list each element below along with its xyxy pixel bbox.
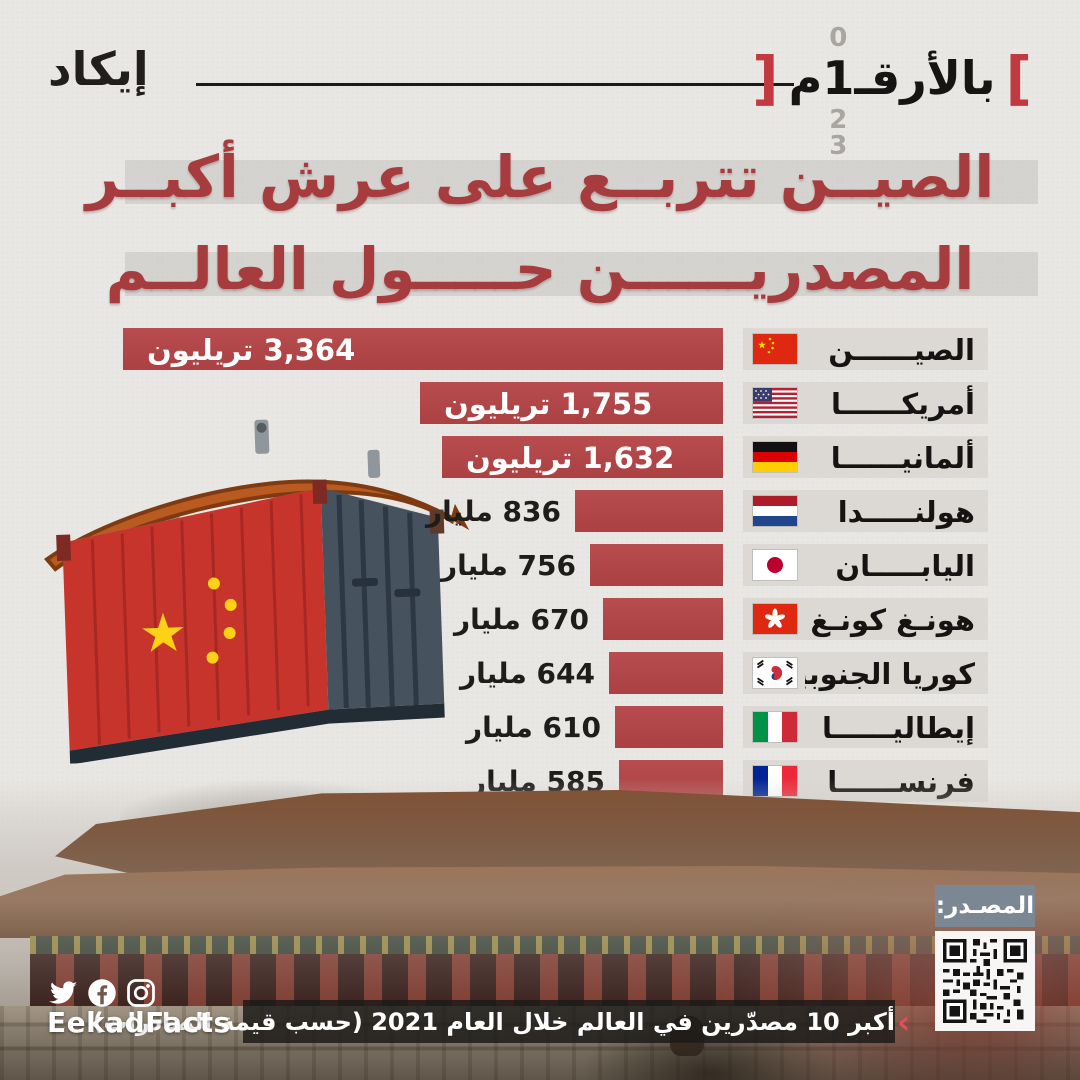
bar-usa: 1,755 تريليون xyxy=(420,382,723,424)
bracket-right: [ xyxy=(1005,44,1032,112)
country-label-box: هولنـــــدا xyxy=(743,490,988,532)
table-row-usa: 1,755 تريليون أمريكــــــا xyxy=(123,382,988,424)
bar-china: 3,364 تريليون xyxy=(123,328,723,370)
badge-word-end: م xyxy=(788,51,823,105)
bar-japan xyxy=(590,544,723,586)
qr-code xyxy=(935,931,1035,1031)
country-label-box: هونـغ كونـغ xyxy=(743,598,988,640)
eekad-logo: إيكاد xyxy=(48,42,150,96)
facebook-icon xyxy=(88,979,116,1007)
country-label-box: إيطاليــــــا xyxy=(743,706,988,748)
flag-south-korea-icon xyxy=(753,658,797,688)
country-name: كوريا الجنوبية xyxy=(805,657,975,691)
bar-germany: 1,632 تريليون xyxy=(442,436,723,478)
bialarqam-word: بالأرقـ1 0 2 3 م xyxy=(788,23,996,161)
china-flag-stars xyxy=(142,577,237,664)
value-label: 644 مليار xyxy=(459,657,595,690)
bialarqam-badge: ] بالأرقـ1 0 2 3 م [ xyxy=(752,23,1032,161)
country-label-box: أمريكــــــا xyxy=(743,382,988,424)
country-name: الصيــــــن xyxy=(828,333,975,367)
bracket-left: ] xyxy=(752,44,779,112)
header-divider-line xyxy=(196,83,794,86)
country-name: اليابـــــان xyxy=(835,549,975,583)
pagoda-spreader xyxy=(44,479,470,572)
social-icons xyxy=(48,978,156,1008)
source-label: المصـدر: xyxy=(935,885,1035,927)
page-title-line1: الصيــن تتربــع على عرش أكبــر xyxy=(85,143,995,211)
container-body xyxy=(56,479,445,765)
country-label-box: اليابـــــان xyxy=(743,544,988,586)
flag-netherlands-icon xyxy=(753,496,797,526)
country-name: إيطاليــــــا xyxy=(821,711,975,745)
value-label: 1,632 تريليون xyxy=(466,441,675,475)
title-highlight-band-1 xyxy=(125,160,1038,204)
flag-usa-icon xyxy=(753,388,797,418)
value-label: 836 مليار xyxy=(425,495,561,528)
country-name: هولنـــــدا xyxy=(837,495,975,529)
flag-japan-icon xyxy=(753,550,797,580)
table-row-netherlands: 836 مليار هولنـــــدا xyxy=(123,490,988,532)
china-container-illustration xyxy=(36,405,478,765)
badge-ghost-2: 2 xyxy=(829,105,848,135)
instagram-icon xyxy=(127,979,155,1007)
bar-italy xyxy=(615,706,723,748)
country-label-box: كوريا الجنوبية xyxy=(743,652,988,694)
title-highlight-band-2 xyxy=(125,252,1038,296)
country-label-box: الصيــــــن xyxy=(743,328,988,370)
value-label: 670 مليار xyxy=(453,603,589,636)
table-row-germany: 1,632 تريليون ألمانيــــــا xyxy=(123,436,988,478)
flag-italy-icon xyxy=(753,712,797,742)
country-label-box: ألمانيــــــا xyxy=(743,436,988,478)
badge-word-start: بالأرقـ xyxy=(854,51,996,105)
value-label: 610 مليار xyxy=(465,711,601,744)
country-name: أمريكــــــا xyxy=(830,387,975,421)
value-label: 3,364 تريليون xyxy=(147,333,356,367)
table-row-south-korea: 644 مليار كوريا الجنوبية xyxy=(123,652,988,694)
page-title-line2: المصدريــــــن حـــــول العالــم xyxy=(105,235,975,303)
bar-south-korea xyxy=(609,652,723,694)
table-row-japan: 756 مليار اليابـــــان xyxy=(123,544,988,586)
chevron-left-icon: ‹ xyxy=(897,1003,911,1041)
twitter-icon xyxy=(48,981,78,1004)
badge-ghost-0: 0 xyxy=(829,23,848,53)
country-name: هونـغ كونـغ xyxy=(810,603,975,637)
footnote-bar: أكبر 10 مصدّرين في العالم خلال العام 202… xyxy=(93,1000,895,1043)
value-label: 756 مليار xyxy=(440,549,576,582)
flag-hong-kong-icon xyxy=(753,604,797,634)
bar-netherlands xyxy=(575,490,723,532)
table-row-italy: 610 مليار إيطاليــــــا xyxy=(123,706,988,748)
flag-germany-icon xyxy=(753,442,797,472)
flag-china-icon xyxy=(753,334,797,364)
table-row-china: 3,364 تريليون الصيــــــن xyxy=(123,328,988,370)
bar-hong-kong xyxy=(603,598,723,640)
social-handle: EekadFacts xyxy=(47,1006,231,1039)
value-label: 1,755 تريليون xyxy=(444,387,653,421)
country-name: ألمانيــــــا xyxy=(830,441,975,475)
table-row-hong-kong: 670 مليار هونـغ كونـغ xyxy=(123,598,988,640)
badge-ghost-3: 3 xyxy=(829,131,848,161)
